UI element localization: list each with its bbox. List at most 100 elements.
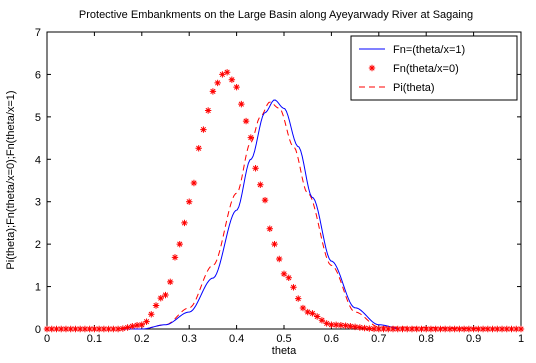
series-marker: [48, 325, 55, 333]
legend-label: Fn(theta/x=0): [393, 63, 459, 75]
series-marker: [276, 255, 283, 263]
series-marker: [479, 325, 487, 333]
series-marker: [370, 325, 378, 333]
series-marker: [110, 325, 117, 333]
series-marker: [356, 324, 364, 331]
series-marker: [465, 325, 473, 333]
axis-ticks: 0 0.1 0.2 0.3 0.4 0.5 0.6 0.7 0.8 0.9 1 0 1 2 3 4 5 6 7: [35, 27, 524, 345]
chart-title: Protective Embankments on the Large Basi…: [79, 9, 473, 21]
y-tick-label: 4: [35, 154, 41, 166]
series-marker: [233, 83, 240, 91]
series-marker: [152, 302, 160, 309]
y-axis-label: Pi(theta);Fn(theta/x=0);Fn(theta/x=1): [5, 90, 17, 269]
legend: Fn=(theta/x=1) Fn(theta/x=0) Pi(theta): [350, 35, 518, 101]
series-marker: [266, 225, 273, 232]
series-marker: [347, 323, 354, 330]
series-marker: [413, 325, 420, 333]
y-tick-label: 5: [35, 112, 41, 124]
series-marker: [129, 323, 136, 330]
series-marker: [138, 321, 145, 328]
series-marker: [143, 318, 150, 325]
series-marker: [261, 196, 269, 204]
x-axis-label: theta: [272, 345, 297, 357]
series-marker: [456, 325, 463, 333]
series-marker: [133, 322, 141, 329]
legend-box: [350, 35, 518, 101]
series-marker: [257, 181, 264, 188]
series-marker: [309, 310, 316, 317]
series-marker: [423, 325, 430, 333]
x-tick-label: 0.3: [182, 333, 197, 345]
series-marker: [385, 325, 392, 333]
series-marker: [299, 304, 307, 312]
series-marker: [441, 325, 449, 333]
series-marker: [186, 198, 193, 205]
x-tick-label: 0.4: [229, 333, 244, 345]
series-1: [43, 69, 525, 333]
series-marker: [380, 325, 387, 333]
series-marker: [351, 323, 359, 331]
series-marker: [204, 107, 212, 114]
series-marker: [494, 325, 501, 333]
series-marker: [361, 324, 368, 332]
legend-label: Fn=(theta/x=1): [393, 44, 465, 56]
x-tick-label: 0.8: [419, 333, 434, 345]
series-marker: [148, 311, 155, 318]
series-marker: [209, 88, 217, 95]
series-marker: [484, 325, 492, 333]
series-marker: [43, 325, 51, 333]
series-marker: [280, 270, 288, 278]
series-marker: [332, 321, 340, 329]
series-marker: [304, 308, 311, 316]
series-marker: [200, 126, 207, 133]
y-tick-label: 3: [35, 197, 41, 209]
series-marker: [176, 240, 183, 248]
series-marker: [223, 69, 231, 76]
series-marker: [328, 321, 335, 328]
series-marker: [446, 325, 454, 333]
series-marker: [342, 322, 349, 329]
series-marker: [67, 325, 74, 333]
series-marker: [404, 325, 411, 333]
series-marker: [508, 325, 515, 333]
series-marker: [171, 254, 179, 261]
x-tick-label: 0: [44, 333, 50, 345]
series-marker: [72, 325, 79, 333]
series-marker: [114, 325, 122, 333]
series-marker: [81, 325, 89, 333]
legend-label: Pi(theta): [393, 82, 435, 94]
series-marker: [394, 325, 401, 333]
series-marker: [190, 179, 198, 187]
series-marker: [489, 325, 496, 333]
series-marker: [100, 325, 108, 333]
series-marker: [513, 325, 520, 333]
x-tick-label: 0.6: [324, 333, 339, 345]
series-marker: [432, 325, 439, 333]
series-marker: [290, 284, 297, 291]
series-marker: [76, 325, 84, 333]
x-tick-label: 0.9: [466, 333, 481, 345]
series-marker: [157, 294, 164, 302]
series-marker: [313, 313, 321, 320]
series-marker: [53, 325, 60, 333]
x-tick-label: 0.2: [134, 333, 149, 345]
series-marker: [337, 322, 345, 329]
series-marker: [62, 325, 70, 333]
series-marker: [427, 325, 435, 333]
series-marker: [470, 325, 477, 333]
series-marker: [119, 325, 127, 332]
series-marker: [58, 325, 65, 333]
x-tick-label: 0.5: [276, 333, 291, 345]
series-marker: [498, 325, 506, 333]
series-marker: [460, 325, 468, 333]
series-marker: [219, 71, 226, 78]
series-marker: [247, 134, 255, 141]
series-marker: [91, 325, 98, 333]
x-tick-label: 1: [518, 333, 524, 345]
series-layer: [43, 69, 525, 333]
series-marker: [195, 145, 202, 152]
y-tick-label: 2: [35, 239, 41, 251]
series-marker: [228, 76, 236, 83]
